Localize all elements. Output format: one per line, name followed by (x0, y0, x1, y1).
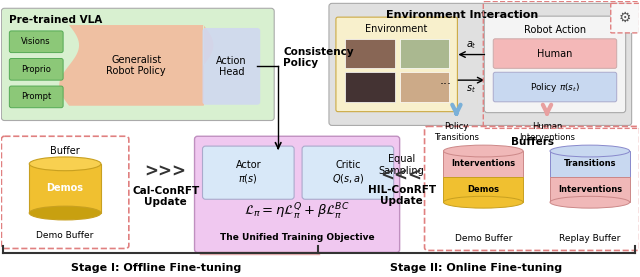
Bar (399, 39, 449, 68)
FancyBboxPatch shape (611, 3, 639, 33)
Ellipse shape (444, 145, 523, 157)
Text: Transitions: Transitions (564, 159, 616, 168)
Text: Demos: Demos (467, 185, 499, 194)
Text: ...: ... (440, 74, 451, 87)
Text: Robot Action: Robot Action (524, 25, 586, 35)
Text: Interventions: Interventions (558, 185, 622, 194)
Text: Environment Interaction: Environment Interaction (387, 10, 538, 20)
Text: $a_t$: $a_t$ (466, 39, 477, 51)
Text: >>>: >>> (145, 163, 187, 181)
FancyBboxPatch shape (202, 146, 294, 199)
Bar (345, 39, 395, 68)
Text: Cal-ConRFT
Update: Cal-ConRFT Update (132, 186, 199, 207)
Text: Buffer: Buffer (50, 146, 80, 156)
Bar (444, 151, 523, 177)
Ellipse shape (29, 206, 101, 220)
Text: Actor
$\pi(s)$: Actor $\pi(s)$ (236, 160, 261, 185)
Text: Stage I: Offline Fine-tuning: Stage I: Offline Fine-tuning (70, 263, 241, 273)
Text: $s_t$: $s_t$ (467, 83, 476, 95)
Text: Interventions: Interventions (451, 159, 515, 168)
FancyBboxPatch shape (493, 39, 617, 68)
Ellipse shape (550, 145, 630, 157)
Bar (550, 177, 630, 202)
Text: Demos: Demos (47, 183, 84, 193)
Ellipse shape (29, 157, 101, 171)
Polygon shape (59, 25, 214, 106)
Text: The Unified Training Objective: The Unified Training Objective (220, 233, 374, 242)
Text: Critic
$Q(s,a)$: Critic $Q(s,a)$ (332, 160, 364, 185)
Text: <<<: <<< (381, 167, 422, 185)
FancyBboxPatch shape (10, 31, 63, 53)
Ellipse shape (444, 196, 523, 208)
Text: Demo Buffer: Demo Buffer (36, 231, 94, 240)
Text: Environment: Environment (365, 24, 428, 34)
Text: Pre-trained VLA: Pre-trained VLA (10, 15, 102, 25)
FancyBboxPatch shape (336, 17, 458, 112)
FancyBboxPatch shape (484, 16, 626, 113)
Bar (399, 72, 449, 102)
Bar (550, 151, 630, 177)
Text: $\mathcal{L}_{\pi} = \eta\mathcal{L}_{\pi}^{Q} + \beta\mathcal{L}_{\pi}^{BC}$: $\mathcal{L}_{\pi} = \eta\mathcal{L}_{\p… (244, 202, 350, 222)
Bar (444, 177, 523, 202)
Text: Policy $\pi(s_t)$: Policy $\pi(s_t)$ (530, 81, 580, 94)
Ellipse shape (550, 196, 630, 208)
FancyBboxPatch shape (202, 28, 260, 105)
FancyBboxPatch shape (10, 58, 63, 80)
Text: Replay Buffer: Replay Buffer (559, 234, 621, 243)
FancyBboxPatch shape (1, 8, 274, 120)
Text: Stage II: Online Fine-tuning: Stage II: Online Fine-tuning (390, 263, 563, 273)
Text: Generalist
Robot Policy: Generalist Robot Policy (106, 55, 166, 76)
Text: Equal
Sampling: Equal Sampling (379, 154, 424, 176)
Text: Policy
Transitions: Policy Transitions (434, 122, 479, 142)
Text: Action
Head: Action Head (216, 56, 246, 77)
Text: Human
Interventions: Human Interventions (519, 122, 575, 142)
FancyBboxPatch shape (195, 136, 399, 252)
Text: Human: Human (538, 48, 573, 58)
FancyBboxPatch shape (10, 86, 63, 108)
FancyBboxPatch shape (302, 146, 394, 199)
FancyBboxPatch shape (493, 72, 617, 102)
Text: HIL-ConRFT
Update: HIL-ConRFT Update (367, 184, 436, 206)
Text: Prompt: Prompt (21, 93, 51, 101)
FancyBboxPatch shape (329, 3, 632, 125)
Bar (29, 164, 101, 213)
Text: Buffers: Buffers (511, 137, 554, 147)
Text: Demo Buffer: Demo Buffer (454, 234, 512, 243)
Bar (345, 72, 395, 102)
Text: Consistency
Policy: Consistency Policy (283, 47, 354, 68)
Text: Visions: Visions (21, 37, 51, 46)
Text: ⚙: ⚙ (619, 11, 632, 25)
Text: Proprio: Proprio (21, 65, 51, 74)
